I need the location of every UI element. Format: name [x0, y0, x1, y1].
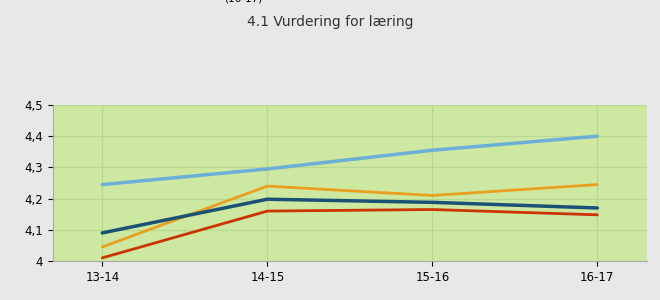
Text: 4.1 Vurdering for læring: 4.1 Vurdering for læring [247, 15, 413, 29]
Legend: Landro skule (16-17), Fjell kommune 1.-7. trinn
(16-17), Hordaland 1.-7. trinn (: Landro skule (16-17), Fjell kommune 1.-7… [52, 0, 660, 4]
